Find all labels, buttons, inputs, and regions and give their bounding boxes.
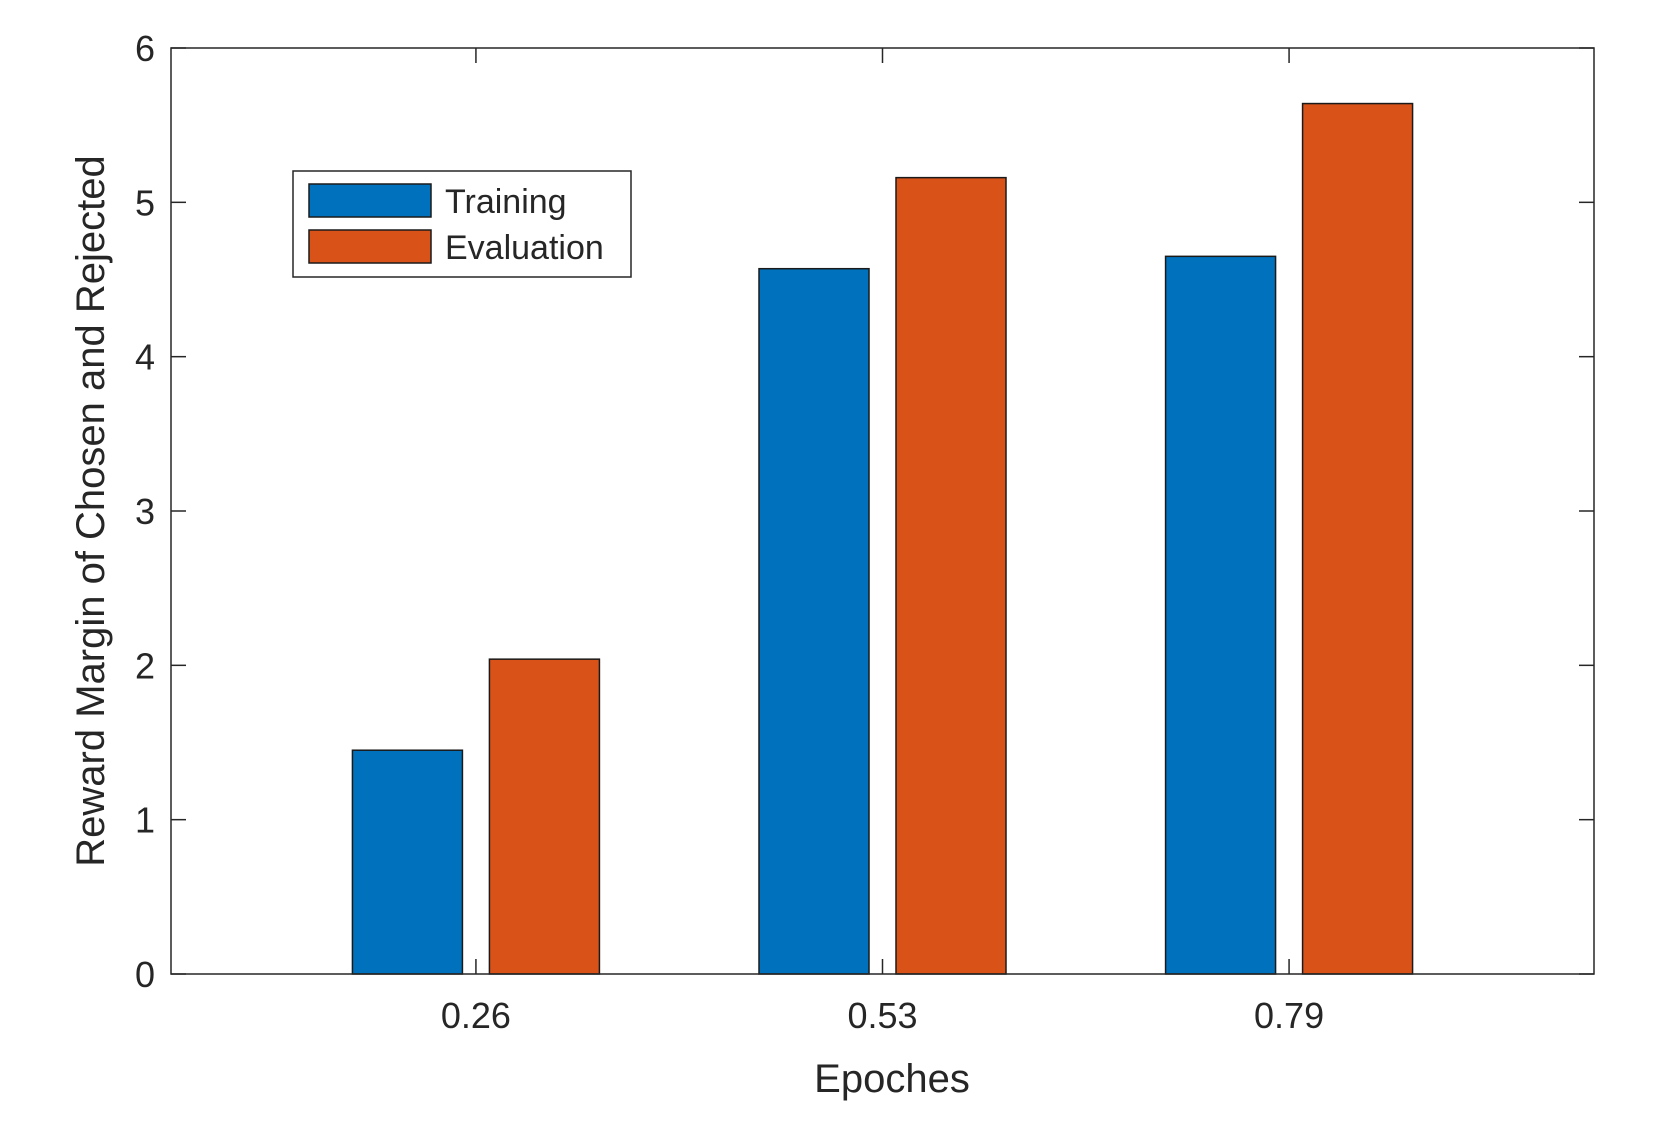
y-axis-label: Reward Margin of Chosen and Rejected — [69, 155, 113, 867]
legend-swatch-training — [308, 183, 432, 218]
ticks-layer — [171, 47, 1594, 975]
x-tick-label: 0.53 — [847, 995, 917, 1036]
plot-area-frame — [170, 47, 1595, 975]
bar-training-0.53 — [758, 267, 870, 975]
x-tick-label: 0.26 — [441, 995, 511, 1036]
y-tick-label: 1 — [135, 800, 155, 841]
legend-label-training: Training — [445, 183, 567, 221]
x-axis-label: Epoches — [814, 1057, 970, 1101]
bar-evaluation-0.53 — [895, 176, 1007, 975]
bar-training-0.79 — [1164, 255, 1277, 975]
bar-evaluation-0.26 — [488, 658, 601, 975]
y-tick-label: 0 — [135, 954, 155, 995]
legend: Training Evaluation — [292, 170, 632, 278]
y-tick-label: 5 — [135, 182, 155, 223]
tick-labels-layer: 0 1 2 3 4 5 6 0.26 0.53 0.79 — [135, 28, 1324, 1036]
bar-evaluation-0.79 — [1301, 102, 1414, 975]
bars-layer — [351, 102, 1414, 975]
y-tick-label: 6 — [135, 28, 155, 69]
x-tick-label: 0.79 — [1254, 995, 1324, 1036]
y-tick-label: 4 — [135, 337, 155, 378]
legend-swatch-evaluation — [308, 229, 432, 264]
bar-training-0.26 — [351, 749, 464, 975]
y-tick-label: 3 — [135, 491, 155, 532]
y-tick-label: 2 — [135, 645, 155, 686]
legend-label-evaluation: Evaluation — [445, 229, 604, 267]
